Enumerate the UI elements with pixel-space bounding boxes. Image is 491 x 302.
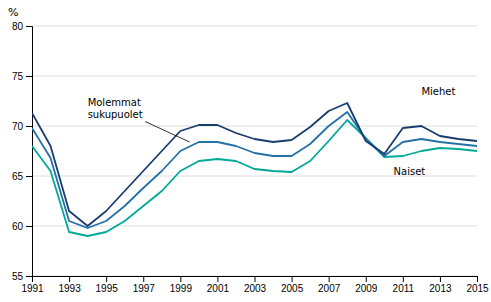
grid-line — [32, 26, 477, 27]
x-tick-mark — [217, 276, 218, 282]
annotation: Miehet — [421, 86, 455, 97]
x-tick-mark — [69, 276, 70, 282]
x-axis-line — [33, 277, 478, 283]
y-tick-label: 70 — [12, 121, 24, 132]
series-line — [32, 120, 477, 236]
annotations: Molemmat sukupuolet Miehet Naiset — [88, 86, 456, 177]
y-tick-mark — [26, 26, 32, 27]
x-tick: 2005 — [281, 276, 304, 294]
x-tick-label: 1995 — [96, 283, 119, 294]
lines — [32, 103, 477, 236]
x-tick-mark — [403, 276, 404, 282]
series-line — [32, 103, 477, 226]
x-tick-label: 2003 — [244, 283, 267, 294]
annotation-arrow — [145, 122, 189, 143]
x-tick: 2003 — [244, 276, 267, 294]
x-tick-mark — [477, 276, 478, 282]
grid — [32, 26, 477, 276]
y-tick-label: 65 — [12, 171, 24, 182]
y-tick-mark — [26, 76, 32, 77]
x-tick-mark — [255, 276, 256, 282]
x-tick-label: 2005 — [281, 283, 304, 294]
y-tick-mark — [26, 276, 32, 277]
y-axis-label: % — [8, 6, 18, 19]
grid-line — [32, 226, 477, 227]
series-line — [32, 112, 477, 228]
y-tick-mark — [26, 176, 32, 177]
y-tick-label: 60 — [12, 221, 24, 232]
x-tick: 2007 — [318, 276, 341, 294]
x-tick-mark — [180, 276, 181, 282]
y-tick-mark — [26, 126, 32, 127]
annotation: Naiset — [394, 166, 426, 177]
x-tick-label: 2001 — [207, 283, 230, 294]
y-tick-label: 55 — [12, 271, 24, 282]
x-tick: 1993 — [58, 276, 81, 294]
x-tick: 1995 — [96, 276, 119, 294]
x-tick-label: 2013 — [429, 283, 452, 294]
y-tick: 65 — [12, 171, 32, 182]
x-tick-mark — [143, 276, 144, 282]
y-axis-line — [26, 27, 33, 277]
y-axis: 55 60 65 70 75 80 — [12, 21, 33, 282]
y-tick: 75 — [12, 71, 32, 82]
x-tick-label: 2009 — [355, 283, 378, 294]
x-tick: 1999 — [170, 276, 193, 294]
x-tick: 2013 — [429, 276, 452, 294]
y-tick-mark — [26, 226, 32, 227]
x-tick-mark — [440, 276, 441, 282]
x-tick-label: 1993 — [58, 283, 81, 294]
x-tick: 2009 — [355, 276, 378, 294]
grid-line — [32, 76, 477, 77]
y-tick: 55 — [12, 271, 32, 282]
chart: 1991 1993 1995 1997 1999 2001 2003 2005 2007 2009… — [0, 0, 491, 302]
x-tick-label: 1991 — [21, 283, 44, 294]
y-tick-label: 80 — [12, 21, 24, 32]
x-tick: 1991 — [21, 276, 44, 294]
x-tick-label: 1997 — [133, 283, 156, 294]
y-tick: 70 — [12, 121, 32, 132]
x-tick-mark — [329, 276, 330, 282]
y-tick-label: 75 — [12, 71, 24, 82]
x-tick-label: 2015 — [466, 283, 489, 294]
plot: 1991 1993 1995 1997 1999 2001 2003 2005 2007 2009… — [12, 21, 489, 294]
x-tick-label: 1999 — [170, 283, 193, 294]
x-tick: 1997 — [133, 276, 156, 294]
x-tick: 2015 — [466, 276, 489, 294]
x-tick-mark — [106, 276, 107, 282]
x-axis: 1991 1993 1995 1997 1999 2001 2003 2005 2007 2009… — [21, 276, 489, 294]
x-tick-label: 2007 — [318, 283, 341, 294]
x-tick: 2001 — [207, 276, 230, 294]
y-tick: 60 — [12, 221, 32, 232]
y-tick: 80 — [12, 21, 32, 32]
x-tick: 2011 — [393, 276, 415, 294]
x-tick-label: 2011 — [393, 283, 415, 294]
annotation: Molemmat sukupuolet — [88, 97, 144, 120]
x-tick-mark — [366, 276, 367, 282]
x-tick-mark — [292, 276, 293, 282]
